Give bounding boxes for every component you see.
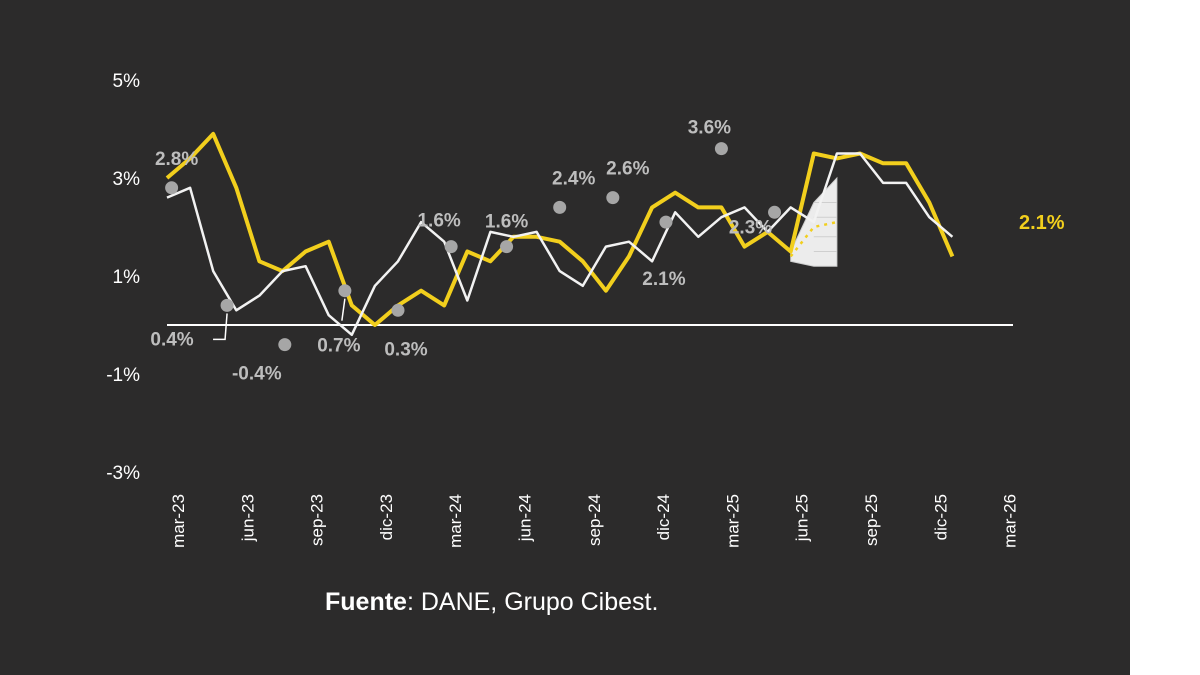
data-marker [714,142,728,156]
data-marker [338,284,352,298]
leader-line [341,298,346,321]
x-tick-label: dic-25 [931,494,950,540]
y-tick-label: -3% [106,463,140,484]
x-tick-label: sep-25 [862,494,881,546]
x-tick-label: mar-25 [723,494,742,548]
data-label: 1.6% [485,212,528,233]
series-line-yellow [165,131,955,327]
data-marker [500,240,514,254]
data-label: -0.4% [232,364,282,385]
source-lead: Fuente [325,588,407,616]
data-marker [220,298,234,312]
data-label: 2.6% [606,159,649,180]
x-tick-label: dic-23 [377,494,396,540]
y-tick-label: -1% [106,365,140,386]
source-note: Fuente: DANE, Grupo Cibest. [325,588,658,617]
data-label: 2.8% [155,149,198,170]
data-marker [165,181,179,195]
data-marker [444,240,458,254]
series-line-white [166,152,954,337]
x-tick-label: dic-24 [654,494,673,540]
data-label: 3.6% [688,118,731,139]
y-tick-label: 3% [113,169,141,190]
source-text: : DANE, Grupo Cibest. [406,588,659,616]
x-tick-label: jun-24 [516,494,535,542]
data-marker [553,200,567,214]
y-tick-label: 1% [113,267,141,288]
data-label: 1.6% [417,211,460,232]
data-label: 0.7% [317,336,360,357]
data-label: 2.1% [642,269,685,290]
data-marker [659,215,673,229]
data-label: 0.4% [150,329,193,350]
data-label: 2.3% [729,217,772,238]
data-marker [278,338,292,352]
data-marker [606,191,620,205]
inflation-line-chart: 5% 3% 1% -1% -3% mar-23 jun-23 sep-23 dic-23 mar-… [106,71,1065,548]
data-marker [768,205,782,219]
x-tick-label: jun-23 [238,494,257,542]
x-tick-label: mar-26 [1001,494,1020,548]
y-tick-label: 5% [113,71,141,92]
data-marker [391,303,405,317]
x-tick-label: sep-23 [308,494,327,546]
x-tick-label: mar-23 [169,494,188,548]
forecast-label: 2.1% [1019,212,1065,234]
data-label: 2.4% [552,168,595,189]
x-tick-label: mar-24 [446,494,465,548]
chart-panel: 5% 3% 1% -1% -3% mar-23 jun-23 sep-23 dic-23 mar-… [0,0,1130,675]
x-tick-label: sep-24 [585,494,604,546]
leader-line [213,313,228,341]
data-label: 0.3% [384,339,427,360]
x-tick-label: jun-25 [793,494,812,542]
